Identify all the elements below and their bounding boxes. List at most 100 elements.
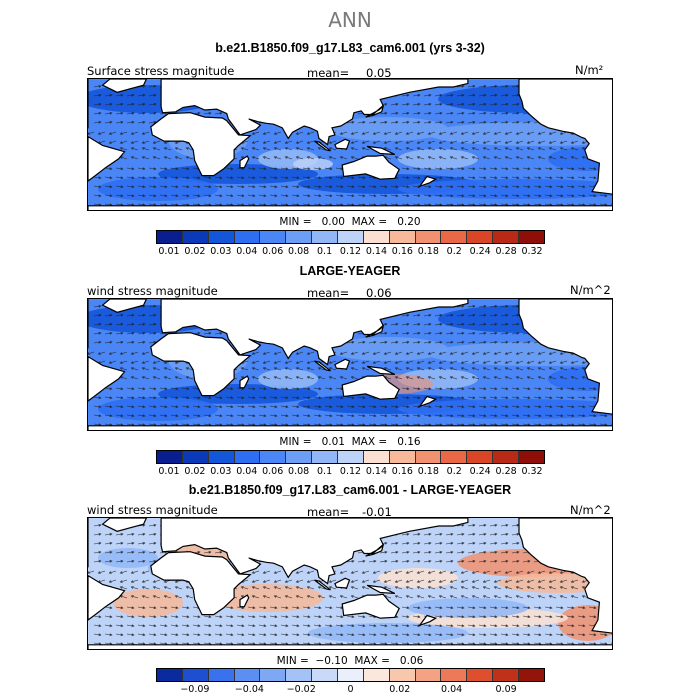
colorbar-tick-label: −0.09 — [180, 684, 210, 695]
colorbar-tick-label: 0.02 — [389, 684, 411, 695]
colorbar-swatch — [182, 451, 209, 463]
colorbar-obs — [156, 450, 545, 464]
panel-title-model: b.e21.B1850.f09_g17.L83_cam6.001 (yrs 3-… — [215, 41, 485, 55]
colorbar-tick-label: 0 — [347, 684, 354, 695]
colorbar-tick-label: 0.09 — [495, 684, 517, 695]
units-model: N/m² — [575, 63, 604, 77]
minmax-obs: MIN = 0.01 MAX = 0.16 — [279, 436, 421, 448]
colorbar-swatch — [260, 231, 287, 243]
colorbar-tick-label: 0.1 — [317, 246, 333, 257]
map-plot-diff — [88, 518, 612, 649]
colorbar-tick-label: 0.2 — [446, 466, 462, 477]
colorbar-swatch — [467, 669, 494, 681]
colorbar-tick-label: 0.03 — [210, 466, 232, 477]
field-label-diff: wind stress magnitude — [87, 503, 218, 517]
colorbar-ticks-obs: 0.01 0.02 0.03 0.04 0.06 0.08 0.1 0.12 0.14 0.16 0… — [156, 466, 545, 478]
colorbar-swatch — [286, 231, 313, 243]
colorbar-tick-label: 0.01 — [158, 466, 180, 477]
colorbar-swatch — [234, 451, 261, 463]
colorbar-swatch — [234, 231, 261, 243]
colorbar-tick-label: 0.12 — [339, 246, 362, 257]
field-label-obs: wind stress magnitude — [87, 284, 218, 298]
colorbar-swatch — [208, 231, 235, 243]
colorbar-swatch — [157, 231, 183, 243]
colorbar-tick-label: 0.18 — [417, 466, 439, 477]
colorbar-tick-label: 0.12 — [339, 466, 362, 477]
colorbar-swatch — [338, 669, 364, 681]
colorbar-swatch — [312, 231, 339, 243]
mean-label-diff: mean= — [307, 505, 350, 519]
colorbar-tick-label: 0.08 — [288, 246, 310, 257]
land-mask — [88, 299, 612, 430]
colorbar-tick-label: 0.2 — [446, 246, 462, 257]
mean-label-obs: mean= — [307, 286, 350, 300]
colorbar-tick-label: 0.24 — [469, 246, 491, 257]
colorbar-tick-label: 0.02 — [184, 466, 206, 477]
map-obs — [87, 298, 613, 431]
colorbar-tick-label: 0.16 — [391, 466, 413, 477]
colorbar-swatch — [208, 451, 235, 463]
colorbar-tick-label: −0.04 — [234, 684, 264, 695]
units-obs: N/m^2 — [570, 283, 611, 297]
colorbar-tick-label: 0.04 — [236, 466, 258, 477]
colorbar-swatch — [519, 669, 544, 681]
colorbar-tick-label: 0.04 — [236, 246, 258, 257]
minmax-model: MIN = 0.00 MAX = 0.20 — [279, 216, 421, 228]
colorbar-model — [156, 230, 545, 244]
figure-title: ANN — [328, 8, 372, 32]
colorbar-swatch — [441, 451, 468, 463]
land-mask — [88, 518, 612, 649]
colorbar-tick-label: 0.02 — [184, 246, 206, 257]
colorbar-tick-label: 0.01 — [158, 246, 180, 257]
minmax-diff: MIN = −0.10 MAX = 0.06 — [276, 655, 424, 667]
colorbar-swatch — [441, 231, 468, 243]
colorbar-swatch — [312, 451, 339, 463]
mean-value-diff: -0.01 — [362, 505, 392, 519]
map-plot-obs — [88, 299, 612, 430]
field-label-model: Surface stress magnitude — [87, 64, 235, 78]
panel-title-diff: b.e21.B1850.f09_g17.L83_cam6.001 - LARGE… — [188, 483, 512, 497]
land-mask — [88, 79, 612, 210]
colorbar-swatch — [157, 451, 183, 463]
colorbar-tick-label: 0.14 — [365, 466, 387, 477]
colorbar-swatch — [363, 669, 390, 681]
colorbar-swatch — [157, 669, 183, 681]
colorbar-tick-label: 0.18 — [417, 246, 439, 257]
colorbar-swatch — [363, 231, 390, 243]
colorbar-swatch — [286, 451, 313, 463]
colorbar-swatch — [493, 231, 520, 243]
colorbar-swatch — [389, 451, 416, 463]
colorbar-swatch — [519, 231, 544, 243]
colorbar-tick-label: 0.32 — [521, 246, 543, 257]
colorbar-swatch — [338, 451, 364, 463]
colorbar-swatch — [519, 451, 544, 463]
colorbar-swatch — [415, 669, 442, 681]
colorbar-tick-label: 0.06 — [262, 466, 284, 477]
colorbar-tick-label: 0.03 — [210, 246, 232, 257]
colorbar-tick-label: 0.24 — [469, 466, 491, 477]
map-diff — [87, 517, 613, 650]
colorbar-swatch — [389, 669, 416, 681]
colorbar-tick-label: 0.32 — [521, 466, 543, 477]
colorbar-swatch — [363, 451, 390, 463]
colorbar-swatch — [182, 231, 209, 243]
colorbar-swatch — [467, 451, 494, 463]
colorbar-swatch — [312, 669, 339, 681]
units-diff: N/m^2 — [570, 503, 611, 517]
colorbar-tick-label: 0.1 — [317, 466, 333, 477]
mean-value-obs: 0.06 — [366, 286, 392, 300]
colorbar-ticks-diff: −0.09 −0.04 −0.02 0 0.02 0.04 0.09 — [156, 684, 545, 696]
colorbar-swatch — [234, 669, 261, 681]
mean-value-model: 0.05 — [366, 66, 392, 80]
colorbar-tick-label: 0.14 — [365, 246, 387, 257]
colorbar-swatch — [389, 231, 416, 243]
map-plot-model — [88, 79, 612, 210]
colorbar-swatch — [493, 451, 520, 463]
colorbar-swatch — [260, 669, 287, 681]
colorbar-ticks-model: 0.01 0.02 0.03 0.04 0.06 0.08 0.1 0.12 0.14 0.16 0… — [156, 246, 545, 258]
colorbar-tick-label: −0.02 — [286, 684, 316, 695]
map-model — [87, 78, 613, 211]
colorbar-tick-label: 0.04 — [441, 684, 463, 695]
colorbar-swatch — [493, 669, 520, 681]
colorbar-tick-label: 0.08 — [288, 466, 310, 477]
